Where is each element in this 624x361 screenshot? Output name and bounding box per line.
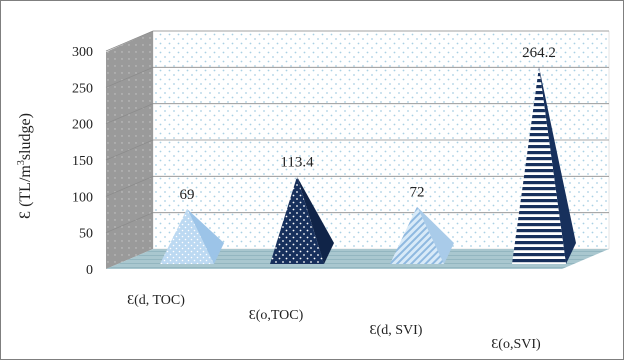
y-tick-label: 100: [72, 190, 93, 205]
gridline-side: [105, 30, 154, 52]
gridline-side: [105, 66, 154, 88]
pyramid-2: [390, 206, 454, 264]
chart-floor: [106, 249, 609, 269]
gridline-side: [105, 212, 154, 234]
y-axis-label: Ɛ (TL/m3sludge): [16, 113, 34, 219]
y-axis-ticks: 0 50 100 150 200 250 300: [72, 45, 93, 278]
pyramid-side-face: [187, 208, 224, 264]
data-label: 264.2: [522, 45, 556, 61]
x-category-label: Ɛ(d, TOC): [127, 293, 185, 308]
x-category-label: Ɛ(o,TOC): [249, 308, 304, 323]
gridline-side: [105, 175, 154, 197]
y-tick-label: 50: [79, 227, 93, 242]
pyramid-1: [270, 176, 334, 264]
x-category-label: Ɛ(o,SVI): [491, 337, 541, 352]
pyramid-front-face: [160, 208, 214, 264]
pyramid-series: [160, 67, 576, 264]
y-tick-label: 0: [86, 263, 93, 278]
gridlines: [105, 30, 609, 234]
pyramid-side-face: [297, 176, 334, 264]
y-tick-label: 200: [72, 118, 93, 133]
data-labels: 69 113.4 72 264.2: [180, 45, 556, 203]
gridline-side: [105, 103, 154, 125]
y-tick-label: 300: [72, 45, 93, 60]
pyramid-front-face: [390, 206, 444, 264]
x-axis-categories: Ɛ(d, TOC) Ɛ(o,TOC) Ɛ(d, SVI) Ɛ(o,SVI): [127, 293, 541, 352]
pyramid-side-face: [417, 206, 454, 264]
data-label: 113.4: [280, 155, 314, 171]
y-tick-label: 150: [72, 154, 93, 169]
data-label: 69: [180, 187, 195, 203]
data-label: 72: [410, 185, 425, 201]
pyramid-front-face: [512, 67, 566, 264]
y-tick-label: 250: [72, 81, 93, 96]
pyramid-3: [512, 67, 576, 264]
pyramid-0: [160, 208, 224, 264]
x-category-label: Ɛ(d, SVI): [370, 323, 423, 338]
pyramid-side-face: [539, 67, 576, 264]
gridline-side: [105, 139, 154, 161]
pyramid-front-face: [270, 176, 324, 264]
